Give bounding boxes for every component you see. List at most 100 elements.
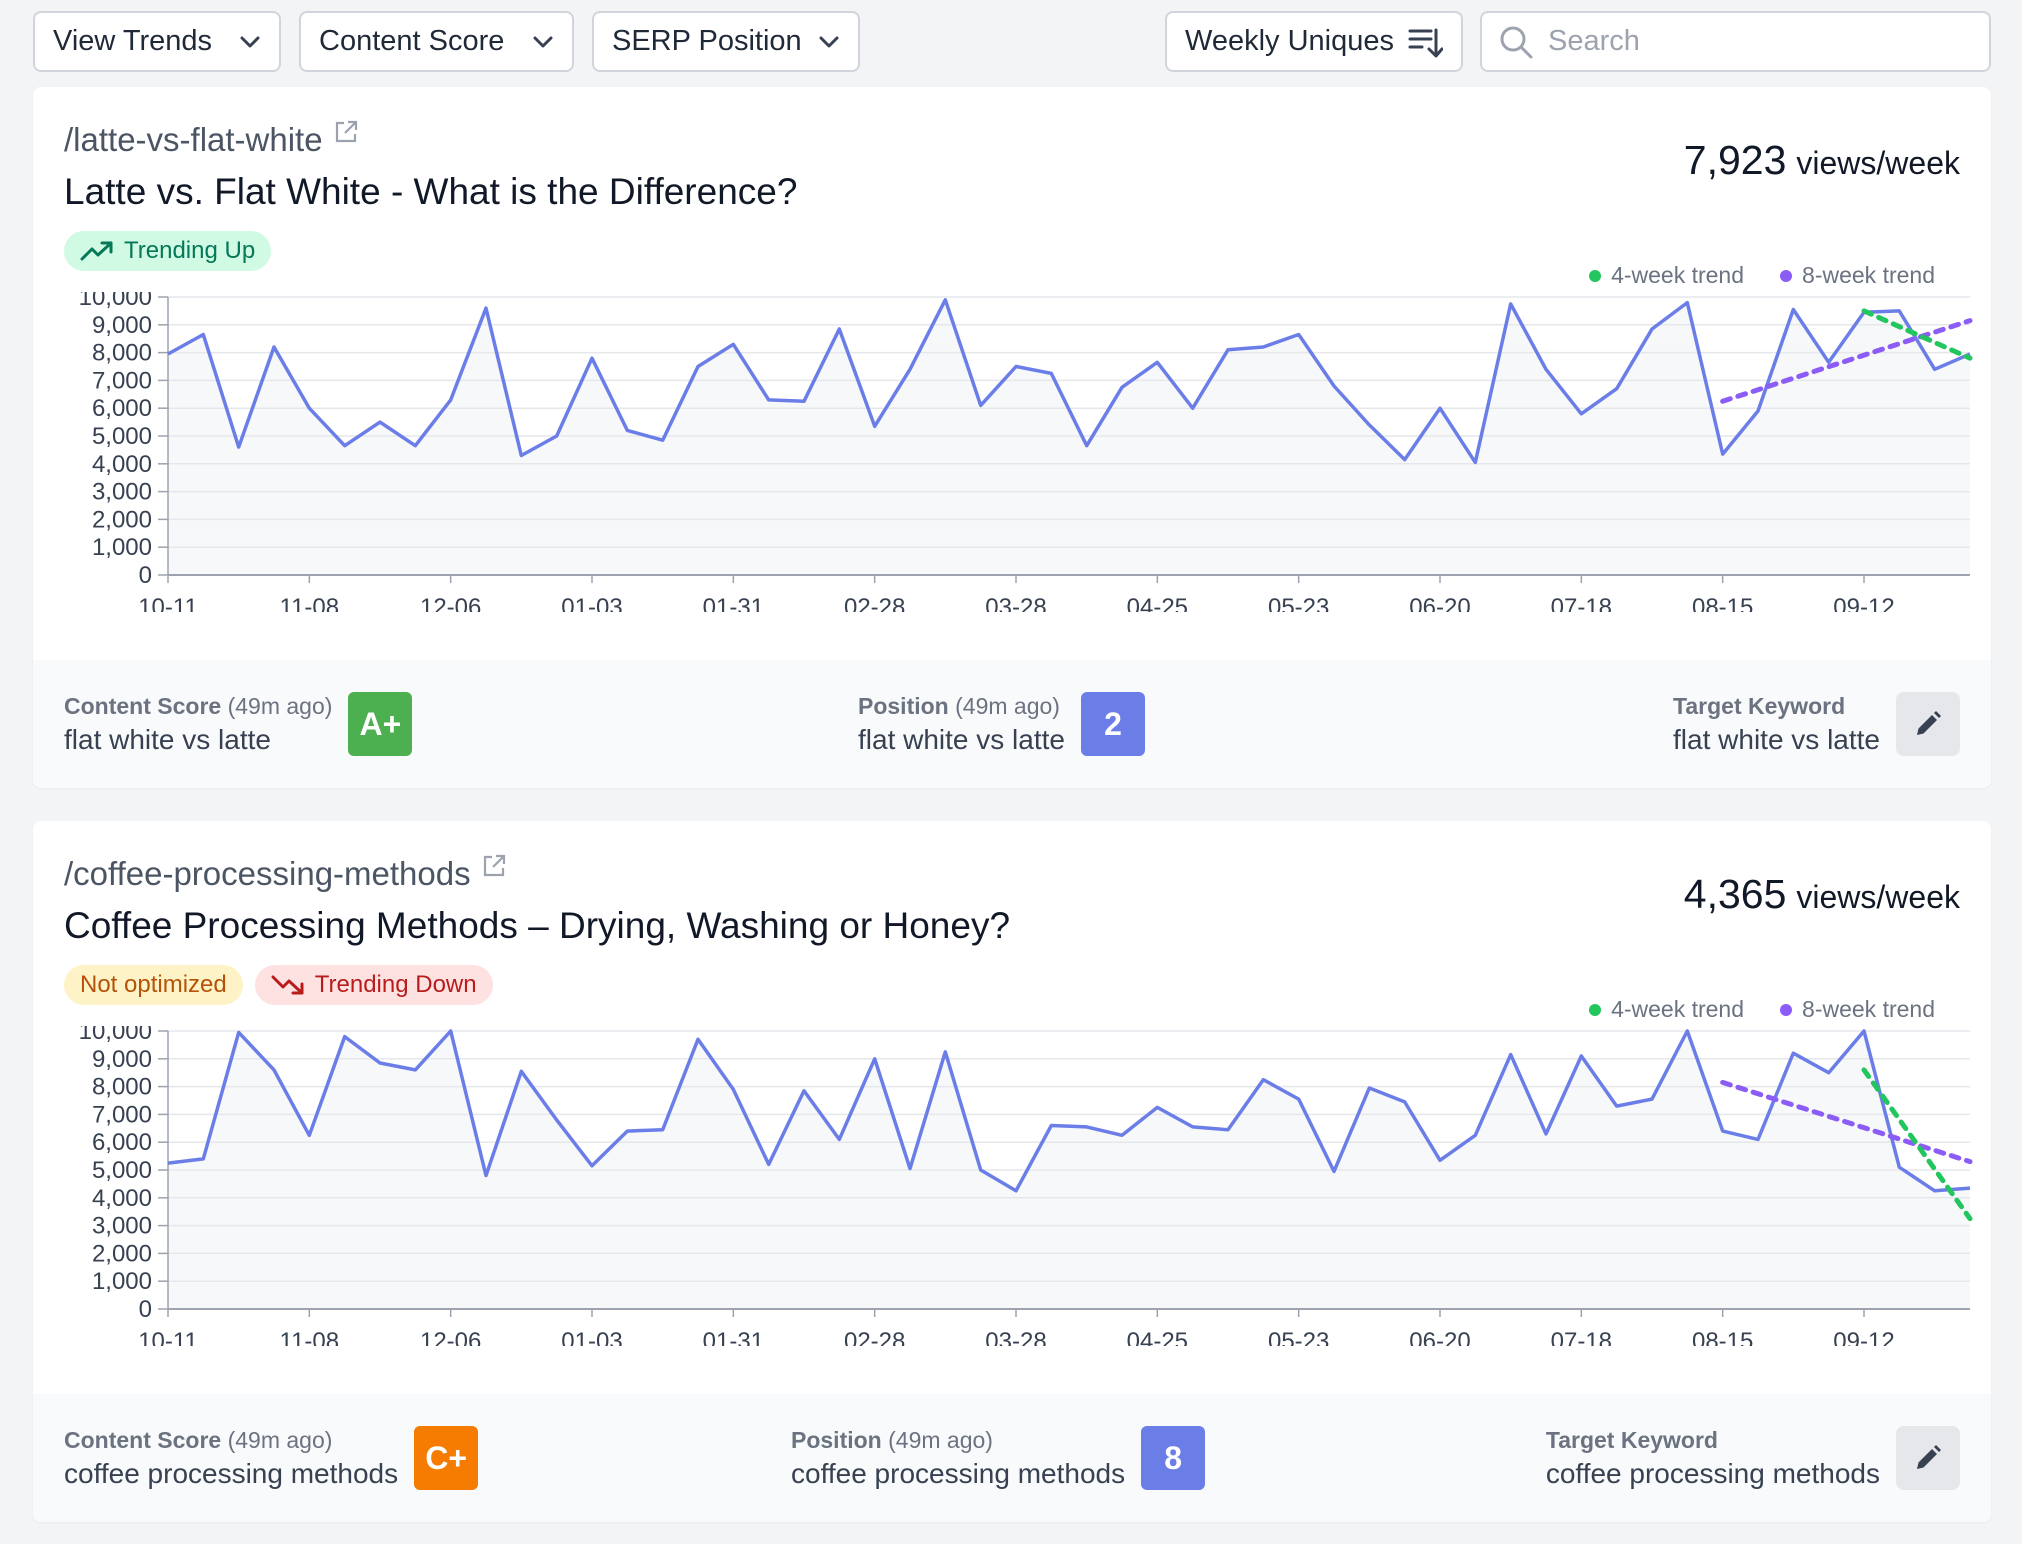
trending-up-badge: Trending Up	[64, 231, 272, 271]
content-score-dropdown[interactable]: Content Score	[299, 11, 574, 72]
views-chart: 01,0002,0003,0004,0005,0006,0007,0008,00…	[79, 1026, 1973, 1346]
content-score-label: Content Score	[319, 25, 505, 57]
page-title: Coffee Processing Methods – Drying, Wash…	[64, 905, 1011, 946]
trending-down-badge: Trending Down	[254, 965, 493, 1005]
x-tick-label: 01-31	[703, 1328, 764, 1346]
legend-8-week: 8-week trend	[1780, 262, 1935, 289]
views-per-week: 4,365 views/week	[1684, 871, 1960, 918]
score-time: (49m ago)	[227, 1426, 333, 1453]
x-tick-label: 09-12	[1833, 594, 1894, 612]
edit-keyword-button[interactable]	[1896, 1426, 1960, 1490]
x-tick-label: 08-15	[1692, 1328, 1753, 1346]
trend-4-week-line	[1861, 308, 1973, 361]
y-tick-label: 9,000	[92, 1046, 152, 1073]
score-time: (49m ago)	[227, 692, 333, 719]
external-link-icon	[483, 854, 505, 877]
x-tick-label: 01-03	[561, 1328, 622, 1346]
search-placeholder: Search	[1548, 25, 1640, 57]
views-per-week: 7,923 views/week	[1684, 137, 1960, 184]
y-tick-label: 0	[139, 1296, 152, 1323]
card-footer: Content Score (49m ago) flat white vs la…	[33, 660, 1991, 788]
score-label: Content Score	[64, 692, 222, 719]
page-slug-link[interactable]: /coffee-processing-methods	[64, 854, 507, 893]
trend-4-week-line	[1861, 1067, 1973, 1222]
sort-label: Weekly Uniques	[1185, 25, 1395, 57]
x-tick-label: 12-06	[420, 594, 481, 612]
chevron-down-icon	[240, 36, 260, 47]
x-tick-label: 06-20	[1409, 1328, 1470, 1346]
content-grade-badge[interactable]: A+	[348, 692, 413, 756]
x-tick-label: 12-06	[420, 1328, 481, 1346]
score-keyword: coffee processing methods	[64, 1457, 399, 1489]
position-label: Position	[791, 1426, 882, 1453]
y-tick-label: 3,000	[92, 479, 152, 506]
views-unit: views/week	[1796, 879, 1960, 915]
y-tick-label: 8,000	[92, 340, 152, 367]
views-number: 7,923	[1683, 137, 1787, 183]
x-tick-label: 02-28	[844, 1328, 905, 1346]
target-keyword-section: Target Keyword coffee processing methods	[1546, 1394, 1960, 1522]
position-section: Position (49m ago) flat white vs latte 2	[858, 660, 1145, 788]
page-title: Latte vs. Flat White - What is the Diffe…	[64, 171, 798, 212]
position-keyword: coffee processing methods	[791, 1457, 1126, 1489]
page-card: /latte-vs-flat-white Latte vs. Flat Whit…	[33, 87, 1991, 788]
y-tick-label: 5,000	[92, 1157, 152, 1184]
search-icon	[1500, 26, 1533, 58]
legend-8-week: 8-week trend	[1780, 996, 1935, 1023]
views-unit: views/week	[1796, 145, 1960, 181]
position-section: Position (49m ago) coffee processing met…	[791, 1394, 1206, 1522]
legend-4-week: 4-week trend	[1589, 996, 1744, 1023]
x-tick-label: 10-11	[138, 594, 198, 612]
x-tick-label: 11-08	[280, 594, 340, 612]
target-keyword-section: Target Keyword flat white vs latte	[1673, 660, 1960, 788]
chevron-down-icon	[819, 36, 839, 47]
x-tick-label: 05-23	[1268, 594, 1329, 612]
y-tick-label: 6,000	[92, 395, 152, 422]
series-line	[167, 1029, 1971, 1193]
position-time: (49m ago)	[888, 1426, 993, 1453]
content-grade-badge[interactable]: C+	[414, 1426, 479, 1490]
y-tick-label: 10,000	[79, 1026, 152, 1045]
serp-position-dropdown[interactable]: SERP Position	[592, 11, 860, 72]
external-link-icon	[335, 120, 357, 143]
trending-down-icon	[271, 975, 304, 995]
serp-position-label: SERP Position	[612, 25, 802, 57]
chart-legend: 4-week trend 8-week trend	[1589, 996, 1935, 1023]
y-tick-label: 2,000	[92, 1240, 152, 1267]
x-tick-label: 04-25	[1127, 594, 1188, 612]
legend-4-week: 4-week trend	[1589, 262, 1744, 289]
sort-weekly-uniques-button[interactable]: Weekly Uniques	[1165, 11, 1463, 72]
y-tick-label: 0	[139, 562, 152, 589]
chart-legend: 4-week trend 8-week trend	[1589, 262, 1935, 289]
badge-row: Not optimized Trending Down	[64, 965, 493, 1005]
position-badge[interactable]: 8	[1141, 1426, 1206, 1490]
position-keyword: flat white vs latte	[858, 723, 1065, 755]
x-tick-label: 03-28	[985, 1328, 1046, 1346]
view-trends-dropdown[interactable]: View Trends	[33, 11, 281, 72]
sort-icon	[1408, 28, 1443, 57]
content-score-section: Content Score (49m ago) coffee processin…	[64, 1394, 479, 1522]
badge-label: Trending Down	[314, 971, 477, 998]
series-line	[167, 298, 1971, 465]
x-tick-label: 03-28	[985, 594, 1046, 612]
x-tick-label: 11-08	[280, 1328, 340, 1346]
y-tick-label: 4,000	[92, 1185, 152, 1212]
score-keyword: flat white vs latte	[64, 723, 271, 755]
x-tick-label: 10-11	[138, 1328, 198, 1346]
edit-keyword-button[interactable]	[1896, 692, 1960, 756]
x-tick-label: 02-28	[844, 594, 905, 612]
x-tick-label: 08-15	[1692, 594, 1753, 612]
pencil-icon	[1917, 711, 1941, 735]
y-tick-label: 5,000	[92, 423, 152, 450]
trend-8-week-line	[1720, 1079, 1973, 1165]
y-tick-label: 1,000	[92, 1268, 152, 1295]
card-footer: Content Score (49m ago) coffee processin…	[33, 1394, 1991, 1522]
x-tick-label: 09-12	[1833, 1328, 1894, 1346]
x-tick-label: 05-23	[1268, 1328, 1329, 1346]
y-tick-label: 2,000	[92, 506, 152, 533]
position-badge[interactable]: 2	[1080, 692, 1145, 756]
page-slug-link[interactable]: /latte-vs-flat-white	[64, 120, 359, 159]
search-input[interactable]: Search	[1480, 11, 1991, 72]
target-keyword: flat white vs latte	[1673, 723, 1880, 755]
x-tick-label: 04-25	[1127, 1328, 1188, 1346]
